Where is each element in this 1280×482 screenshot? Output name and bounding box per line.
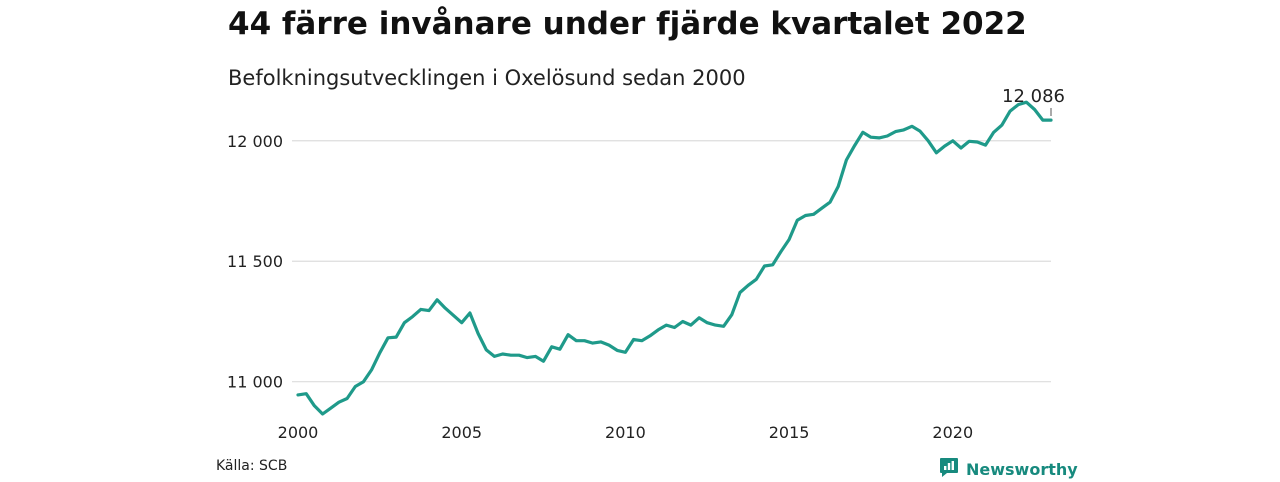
x-axis-ticks: 2000 2005 2010 2015 2020 [278, 423, 974, 442]
y-tick-label: 12 000 [227, 132, 283, 151]
end-annotation: 12 086 [1002, 86, 1065, 117]
series-line-population [296, 100, 1053, 416]
brand-logo: Newsworthy [938, 456, 1078, 482]
chart-title: 44 färre invånare under fjärde kvartalet… [228, 6, 1027, 42]
end-value-label: 12 086 [1002, 86, 1065, 107]
source-credit: Källa: SCB [216, 458, 288, 474]
series-group [296, 100, 1053, 416]
brand-name: Newsworthy [966, 459, 1078, 479]
y-tick-label: 11 000 [227, 373, 283, 392]
y-axis-ticks: 11 000 11 500 12 000 [227, 132, 283, 392]
newsworthy-logo-icon [938, 456, 960, 482]
gridlines [292, 140, 1051, 383]
x-tick-label: 2015 [769, 423, 810, 442]
x-tick-label: 2000 [278, 423, 319, 442]
x-tick-label: 2010 [605, 423, 646, 442]
x-tick-label: 2005 [441, 423, 482, 442]
y-tick-label: 11 500 [227, 252, 283, 271]
x-tick-label: 2020 [932, 423, 973, 442]
chart-subtitle: Befolkningsutvecklingen i Oxelösund seda… [228, 66, 746, 90]
